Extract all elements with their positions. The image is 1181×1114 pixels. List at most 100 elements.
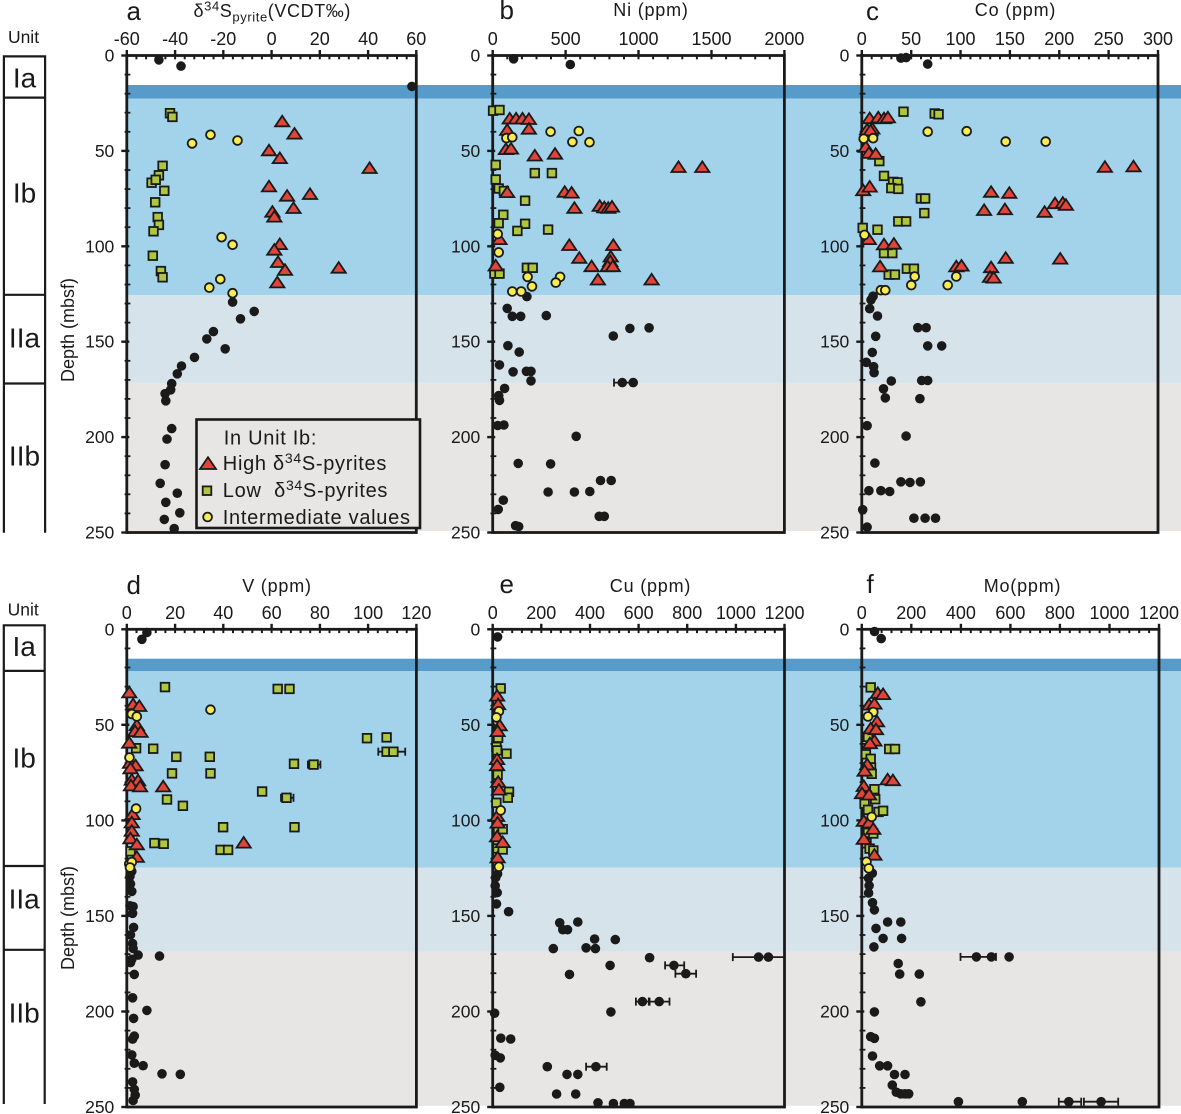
svg-text:1000: 1000 bbox=[618, 29, 658, 49]
svg-text:50: 50 bbox=[461, 715, 481, 735]
svg-text:100: 100 bbox=[820, 810, 849, 830]
svg-text:0: 0 bbox=[105, 46, 115, 66]
svg-text:50: 50 bbox=[95, 141, 115, 161]
svg-text:50: 50 bbox=[901, 29, 921, 49]
svg-text:-40: -40 bbox=[162, 29, 188, 49]
svg-text:600: 600 bbox=[995, 603, 1025, 623]
svg-text:0: 0 bbox=[488, 603, 498, 623]
svg-text:Depth (mbsf): Depth (mbsf) bbox=[58, 278, 78, 382]
svg-text:200: 200 bbox=[820, 427, 849, 447]
svg-text:200: 200 bbox=[85, 427, 114, 447]
svg-text:250: 250 bbox=[85, 1097, 114, 1114]
svg-text:a: a bbox=[127, 0, 142, 26]
svg-text:300: 300 bbox=[1143, 29, 1173, 49]
svg-text:-60: -60 bbox=[114, 29, 140, 49]
svg-text:In Unit Ib:: In Unit Ib: bbox=[224, 428, 317, 450]
svg-text:800: 800 bbox=[1045, 603, 1075, 623]
svg-text:80: 80 bbox=[310, 603, 330, 623]
svg-text:200: 200 bbox=[85, 1002, 114, 1022]
svg-text:0: 0 bbox=[122, 603, 132, 623]
svg-text:Co (ppm): Co (ppm) bbox=[975, 0, 1056, 20]
svg-text:400: 400 bbox=[946, 603, 976, 623]
svg-text:150: 150 bbox=[451, 332, 480, 352]
svg-text:IIb: IIb bbox=[9, 440, 40, 471]
svg-text:150: 150 bbox=[85, 332, 114, 352]
svg-text:50: 50 bbox=[95, 715, 115, 735]
svg-text:b: b bbox=[500, 0, 514, 25]
svg-text:200: 200 bbox=[1044, 29, 1074, 49]
svg-text:50: 50 bbox=[830, 141, 850, 161]
svg-text:100: 100 bbox=[945, 29, 975, 49]
svg-text:60: 60 bbox=[406, 29, 426, 49]
svg-text:1200: 1200 bbox=[1139, 603, 1179, 623]
svg-text:Intermediate values: Intermediate values bbox=[223, 507, 411, 529]
svg-text:250: 250 bbox=[451, 523, 480, 543]
svg-text:0: 0 bbox=[267, 29, 277, 49]
svg-text:0: 0 bbox=[840, 46, 850, 66]
svg-text:200: 200 bbox=[451, 1002, 480, 1022]
svg-text:100: 100 bbox=[353, 603, 383, 623]
svg-text:250: 250 bbox=[1094, 29, 1124, 49]
svg-text:High δ34S-pyrites: High δ34S-pyrites bbox=[223, 450, 387, 475]
svg-text:150: 150 bbox=[85, 906, 114, 926]
svg-text:δ34Spyrite(VCDT‰): δ34Spyrite(VCDT‰) bbox=[194, 0, 351, 25]
svg-text:150: 150 bbox=[995, 29, 1025, 49]
svg-text:Ib: Ib bbox=[13, 743, 36, 774]
svg-text:0: 0 bbox=[857, 29, 867, 49]
svg-text:1500: 1500 bbox=[691, 29, 731, 49]
svg-text:200: 200 bbox=[896, 603, 926, 623]
svg-text:120: 120 bbox=[401, 603, 431, 623]
svg-text:150: 150 bbox=[451, 906, 480, 926]
svg-text:20: 20 bbox=[310, 29, 330, 49]
svg-text:2000: 2000 bbox=[764, 29, 804, 49]
svg-text:Mo(ppm): Mo(ppm) bbox=[984, 576, 1062, 596]
svg-text:Ia: Ia bbox=[13, 63, 37, 94]
svg-text:400: 400 bbox=[575, 603, 605, 623]
svg-text:800: 800 bbox=[672, 603, 702, 623]
svg-text:150: 150 bbox=[820, 906, 849, 926]
svg-text:0: 0 bbox=[470, 619, 480, 639]
svg-text:100: 100 bbox=[451, 810, 480, 830]
svg-text:40: 40 bbox=[358, 29, 378, 49]
svg-text:0: 0 bbox=[488, 29, 498, 49]
svg-text:0: 0 bbox=[470, 46, 480, 66]
svg-text:0: 0 bbox=[857, 603, 867, 623]
svg-text:Unit: Unit bbox=[8, 600, 39, 620]
svg-text:c: c bbox=[866, 0, 879, 26]
svg-text:0: 0 bbox=[840, 619, 850, 639]
svg-text:f: f bbox=[867, 569, 875, 599]
svg-text:50: 50 bbox=[830, 715, 850, 735]
svg-text:250: 250 bbox=[820, 523, 849, 543]
svg-text:200: 200 bbox=[526, 603, 556, 623]
svg-text:50: 50 bbox=[461, 141, 481, 161]
svg-text:1000: 1000 bbox=[716, 603, 756, 623]
svg-text:IIb: IIb bbox=[9, 998, 40, 1029]
svg-text:100: 100 bbox=[85, 236, 114, 256]
svg-text:40: 40 bbox=[213, 603, 233, 623]
svg-text:1200: 1200 bbox=[764, 603, 804, 623]
svg-text:Low δ34S-pyrites: Low δ34S-pyrites bbox=[223, 477, 388, 502]
svg-text:60: 60 bbox=[262, 603, 282, 623]
svg-text:Ni (ppm): Ni (ppm) bbox=[613, 0, 688, 20]
svg-text:d: d bbox=[127, 570, 141, 600]
svg-text:100: 100 bbox=[820, 236, 849, 256]
svg-text:0: 0 bbox=[105, 619, 115, 639]
svg-text:600: 600 bbox=[624, 603, 654, 623]
svg-text:Ib: Ib bbox=[13, 178, 36, 209]
svg-text:250: 250 bbox=[85, 523, 114, 543]
svg-text:IIa: IIa bbox=[9, 884, 41, 915]
svg-text:Unit: Unit bbox=[8, 27, 39, 47]
svg-text:100: 100 bbox=[85, 810, 114, 830]
svg-text:500: 500 bbox=[551, 29, 581, 49]
svg-text:Depth (mbsf): Depth (mbsf) bbox=[58, 866, 78, 970]
svg-text:150: 150 bbox=[820, 332, 849, 352]
svg-text:20: 20 bbox=[165, 603, 185, 623]
svg-text:-20: -20 bbox=[210, 29, 236, 49]
svg-text:1000: 1000 bbox=[1089, 603, 1129, 623]
svg-text:e: e bbox=[500, 569, 514, 599]
svg-text:250: 250 bbox=[451, 1097, 480, 1114]
svg-text:Cu (ppm): Cu (ppm) bbox=[610, 576, 691, 596]
svg-text:V (ppm): V (ppm) bbox=[242, 576, 312, 596]
svg-text:250: 250 bbox=[820, 1097, 849, 1114]
svg-text:Ia: Ia bbox=[13, 631, 37, 662]
